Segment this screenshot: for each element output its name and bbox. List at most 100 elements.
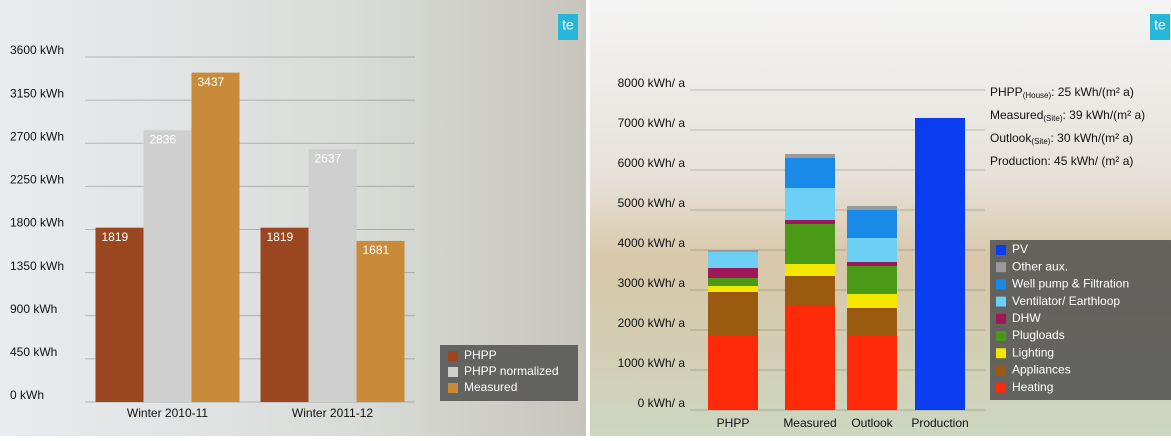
y-tick-label: 3000 kWh/ a (618, 276, 686, 290)
annotation-sub: (House) (1023, 91, 1052, 100)
annotation: Outlook(Site): 30 kWh/(m² a) (990, 131, 1133, 146)
bar-segment (708, 286, 758, 292)
legend-swatch (996, 245, 1006, 255)
bar-segment (847, 238, 897, 262)
legend-swatch (996, 313, 1006, 324)
bar (95, 227, 144, 402)
annotation-label: Production (990, 154, 1047, 168)
annotation-label: PHPP (990, 85, 1023, 99)
bar-segment (847, 294, 897, 308)
y-tick-label: 1350 kWh (10, 259, 64, 273)
bar-segment (915, 118, 965, 410)
bar-segment (847, 262, 897, 266)
bar-segment (785, 224, 835, 264)
bar-segment (708, 278, 758, 286)
legend-label: Other aux. (1012, 259, 1068, 273)
bar-segment (708, 250, 758, 252)
y-tick-label: 1800 kWh (10, 216, 64, 230)
y-tick-label: 2250 kWh (10, 173, 64, 187)
annotation-text: : 30 kWh/(m² a) (1050, 131, 1133, 145)
y-tick-label: 8000 kWh/ a (618, 76, 686, 90)
bar-segment (847, 206, 897, 210)
annotation-sub: (Site) (1043, 114, 1062, 123)
bar-segment (785, 276, 835, 306)
y-tick-label: 4000 kWh/ a (618, 236, 686, 250)
legend-swatch (996, 279, 1006, 290)
annotation-sub: (Site) (1031, 137, 1050, 146)
bar-segment (708, 268, 758, 278)
logo (558, 14, 578, 40)
legend-label: Ventilator/ Earthloop (1012, 294, 1120, 308)
y-tick-label: 5000 kWh/ a (618, 196, 686, 210)
legend-label: Heating (1012, 380, 1053, 394)
bar-segment (785, 158, 835, 188)
y-tick-label: 900 kWh (10, 302, 57, 316)
y-tick-label: 2000 kWh/ a (618, 316, 686, 330)
logo-text: te (1154, 17, 1166, 33)
y-tick-label: 2700 kWh (10, 129, 64, 143)
annotation-text: : 25 kWh/(m² a) (1051, 85, 1134, 99)
legend-label: Plugloads (1012, 328, 1065, 342)
x-tick-label: Winter 2011-12 (292, 406, 373, 420)
x-tick-label: Winter 2010-11 (127, 406, 208, 420)
annotation-label: Measured (990, 108, 1043, 122)
bar-segment (785, 188, 835, 220)
legend-box (990, 240, 1171, 400)
legend-label: DHW (1012, 311, 1041, 325)
annotation-text: : 39 kWh/(m² a) (1063, 108, 1146, 122)
legend-swatch (448, 383, 458, 393)
y-tick-label: 450 kWh (10, 345, 57, 359)
bar-segment (847, 266, 897, 294)
annotation: PHPP(House): 25 kWh/(m² a) (990, 85, 1134, 100)
legend-swatch (996, 296, 1006, 307)
bar (143, 130, 192, 402)
bar-segment (847, 336, 897, 410)
legend-label: Lighting (1012, 345, 1054, 359)
y-tick-label: 0 kWh (10, 388, 44, 402)
legend-swatch (996, 365, 1006, 376)
legend-label: Appliances (1012, 363, 1071, 377)
legend-swatch (996, 382, 1006, 393)
x-tick-label: Outlook (851, 416, 893, 430)
logo-text: te (562, 17, 574, 33)
y-tick-label: 3150 kWh (10, 86, 64, 100)
bar (308, 149, 357, 402)
x-tick-label: Measured (783, 416, 836, 430)
value-label: 2836 (150, 132, 177, 146)
value-label: 1819 (267, 230, 294, 244)
legend-label: PHPP normalized (464, 364, 559, 378)
bar (356, 240, 405, 402)
bar-segment (708, 292, 758, 336)
bar-segment (708, 252, 758, 268)
y-tick-label: 1000 kWh/ a (618, 356, 686, 370)
annotation: Measured(Site): 39 kWh/(m² a) (990, 108, 1145, 123)
value-label: 2637 (315, 151, 342, 165)
value-label: 3437 (198, 75, 225, 89)
legend-swatch (996, 262, 1006, 273)
bar-segment (847, 308, 897, 336)
legend-swatch (448, 351, 458, 361)
bar-segment (708, 336, 758, 410)
x-tick-label: Production (911, 416, 968, 430)
y-tick-label: 0 kWh/ a (638, 396, 686, 410)
legend-swatch (448, 367, 458, 377)
value-label: 1681 (363, 243, 390, 257)
legend-label: Well pump & Filtration (1012, 277, 1129, 291)
legend-box (440, 345, 578, 401)
legend-label: PHPP (464, 348, 497, 362)
bar-segment (785, 220, 835, 224)
annotation-text: : 45 kWh/ (m² a) (1047, 154, 1133, 168)
bar (260, 227, 309, 402)
x-tick-label: PHPP (717, 416, 750, 430)
logo (1150, 14, 1170, 40)
bar-segment (785, 306, 835, 410)
bar-segment (847, 210, 897, 238)
legend-swatch (996, 331, 1006, 341)
annotation-label: Outlook (990, 131, 1032, 145)
legend-label: PV (1012, 242, 1028, 256)
bar-segment (785, 154, 835, 158)
bar-segment (785, 264, 835, 276)
bar (191, 72, 240, 402)
annotation: Production: 45 kWh/ (m² a) (990, 154, 1133, 168)
